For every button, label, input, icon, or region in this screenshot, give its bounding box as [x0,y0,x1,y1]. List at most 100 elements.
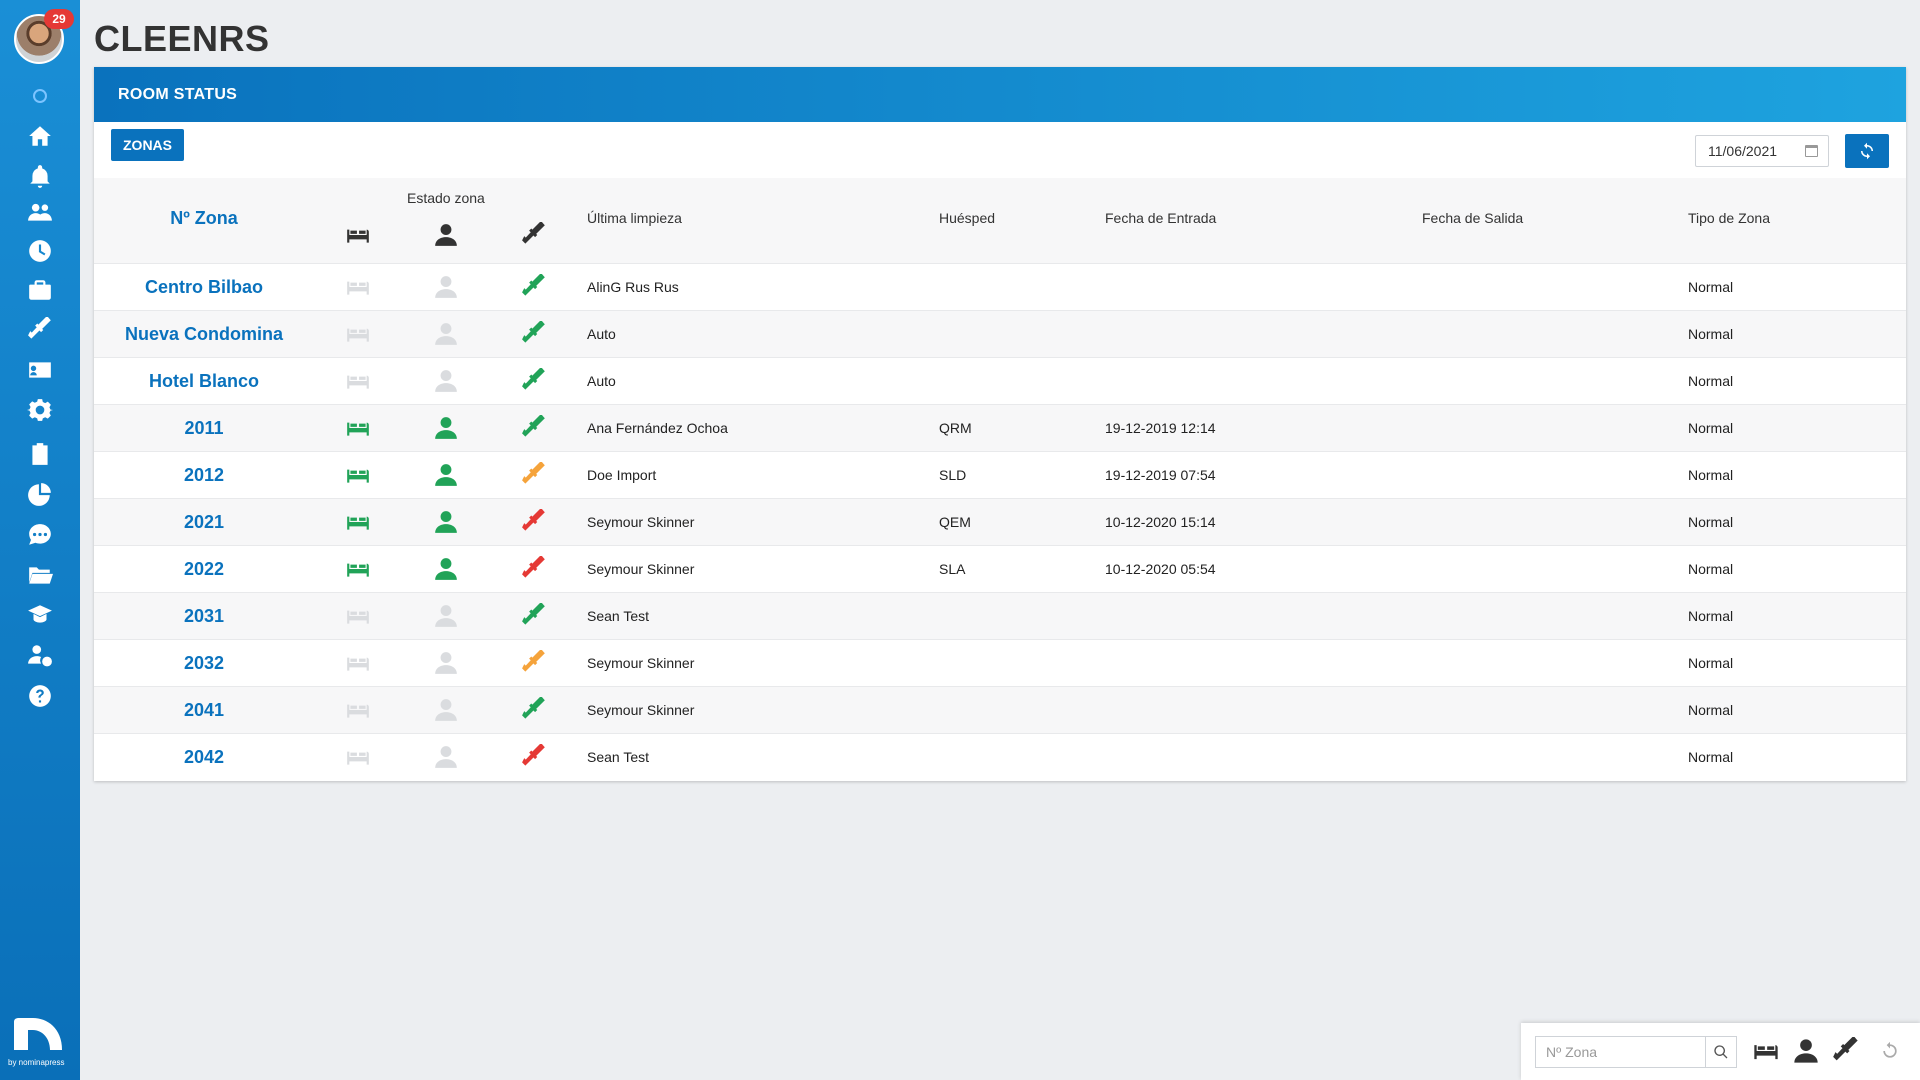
zona-name[interactable]: 2042 [183,747,225,767]
header-zona[interactable]: Nº Zona [170,208,238,228]
zona-name[interactable]: 2032 [183,653,225,673]
huesped-cell: QRM [939,420,972,436]
guest-status-icon [433,509,459,535]
search-icon [1714,1045,1728,1059]
zona-name[interactable]: Hotel Blanco [148,371,259,391]
zona-name[interactable]: 2011 [184,418,224,438]
graduation-cap-icon[interactable] [26,601,54,629]
zona-name[interactable]: 2022 [183,559,225,579]
cleaning-status-icon[interactable] [521,319,547,347]
header-fecha-salida: Fecha de Salida [1422,210,1524,226]
guest-status-icon [433,415,459,441]
bed-status-icon [345,462,371,488]
panel-title: ROOM STATUS [94,67,1906,122]
clock-icon[interactable] [26,237,54,265]
bed-status-icon [345,744,371,770]
gear-icon[interactable] [26,396,54,424]
cleaning-status-icon[interactable] [521,554,547,582]
table-row[interactable]: Centro Bilbao AlinG Rus Rus Normal [94,263,1906,310]
table-row[interactable]: 2011 Ana Fernández Ochoa QRM 19-12-2019 12:… [94,404,1906,451]
table-row[interactable]: 2042 Sean Test Normal [94,733,1906,780]
zona-name[interactable]: 2012 [183,465,225,485]
tipo-zona-cell: Normal [1688,514,1734,530]
bed-status-icon [345,603,371,629]
tipo-zona-cell: Normal [1688,749,1734,765]
header-tipo-zona: Tipo de Zona [1688,210,1770,226]
notification-badge: 29 [44,9,74,29]
cleaning-status-icon[interactable] [521,460,547,488]
pie-chart-icon[interactable] [26,480,54,508]
tipo-zona-cell: Normal [1688,655,1734,671]
date-value: 11/06/2021 [1708,143,1778,159]
cleaning-status-icon[interactable] [521,366,547,394]
guest-status-icon [433,650,459,676]
header-huesped: Huésped [939,210,996,226]
cleaning-status-icon[interactable] [521,648,547,676]
room-status-panel: ROOM STATUS ZONAS 11/06/2021 Nº Zona Est… [94,67,1906,781]
bed-status-icon [345,556,371,582]
bell-icon[interactable] [26,162,54,190]
table-row[interactable]: 2031 Sean Test Normal [94,592,1906,639]
table-body: Centro Bilbao AlinG Rus Rus Normal Nueva Co… [94,263,1906,780]
zona-name[interactable]: 2031 [183,606,225,626]
guest-status-icon [433,462,459,488]
cleaning-status-icon[interactable] [521,742,547,770]
fecha-entrada-cell: 10-12-2020 05:54 [1105,561,1216,577]
table-row[interactable]: 2021 Seymour Skinner QEM 10-12-2020 15:14 No… [94,498,1906,545]
zonas-button[interactable]: ZONAS [111,129,184,161]
guest-status-icon [433,697,459,723]
person-filter-icon[interactable] [1792,1037,1820,1065]
users-icon[interactable] [26,198,54,226]
cleaning-status-icon[interactable] [521,601,547,629]
table-row[interactable]: 2022 Seymour Skinner SLA 10-12-2020 05:54 No… [94,545,1906,592]
table-row[interactable]: Hotel Blanco Auto Normal [94,357,1906,404]
table-row[interactable]: 2041 Seymour Skinner Normal [94,686,1906,733]
fecha-entrada-cell: 19-12-2019 12:14 [1105,420,1216,436]
zona-name[interactable]: 2041 [183,700,225,720]
broom-icon[interactable] [26,316,54,344]
tipo-zona-cell: Normal [1688,467,1734,483]
cleaning-status-icon[interactable] [521,507,547,535]
clipboard-icon[interactable] [26,440,54,468]
cleaning-status-icon[interactable] [521,695,547,723]
sidebar: 29 by nominapress [0,0,80,1080]
search-button[interactable] [1705,1036,1737,1068]
date-input[interactable]: 11/06/2021 [1695,135,1829,167]
header-estado: Estado zona [407,190,485,206]
folder-icon[interactable] [26,561,54,589]
cleaning-status-icon[interactable] [521,272,547,300]
zona-name[interactable]: Nueva Condomina [124,324,284,344]
tipo-zona-cell: Normal [1688,279,1734,295]
bed-filter-icon[interactable] [1752,1037,1780,1065]
table-row[interactable]: 2012 Doe Import SLD 19-12-2019 07:54 Normal [94,451,1906,498]
zona-name[interactable]: 2021 [183,512,225,532]
zona-filter-input[interactable] [1535,1036,1705,1068]
reset-icon[interactable] [1880,1041,1908,1069]
briefcase-icon[interactable] [26,276,54,304]
guest-status-icon [433,274,459,300]
guest-status-icon [433,556,459,582]
calendar-icon[interactable] [1805,145,1818,157]
refresh-button[interactable] [1845,134,1889,168]
home-icon[interactable] [26,122,54,150]
guest-status-icon [433,603,459,629]
header-fecha-entrada: Fecha de Entrada [1105,210,1217,226]
huesped-cell: QEM [939,514,971,530]
help-icon[interactable] [26,682,54,710]
ultima-limpieza-cell: Sean Test [587,749,650,765]
bed-status-icon [345,368,371,394]
brand-subtitle: by nominapress [8,1058,65,1067]
table-row[interactable]: Nueva Condomina Auto Normal [94,310,1906,357]
toolbar: ZONAS 11/06/2021 [94,122,1906,178]
tipo-zona-cell: Normal [1688,702,1734,718]
ultima-limpieza-cell: Seymour Skinner [587,561,695,577]
table-row[interactable]: 2032 Seymour Skinner Normal [94,639,1906,686]
ultima-limpieza-cell: AlinG Rus Rus [587,279,679,295]
bed-status-icon [345,697,371,723]
zona-name[interactable]: Centro Bilbao [144,277,263,297]
user-money-icon[interactable] [26,641,54,669]
chat-icon[interactable] [26,521,54,549]
broom-filter-icon[interactable] [1832,1035,1860,1065]
id-card-icon[interactable] [26,356,54,384]
cleaning-status-icon[interactable] [521,413,547,441]
